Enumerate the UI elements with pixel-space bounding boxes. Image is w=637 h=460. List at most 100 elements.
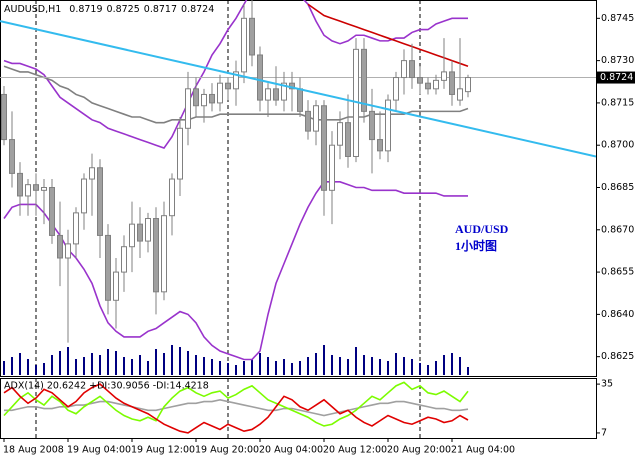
candle-body [433, 79, 439, 90]
ohlc-low: 0.8717 [144, 4, 177, 15]
candle-body [233, 71, 239, 90]
x-tick-label: 20 Aug 12:00 [323, 445, 387, 456]
candle-body [249, 17, 255, 56]
candle-body [185, 88, 191, 129]
y-tick-label: 0.8655 [601, 267, 634, 278]
y-tick-label: 0.8715 [601, 97, 634, 108]
candle-body [257, 54, 263, 101]
candle-body [105, 234, 111, 301]
candle-body [441, 71, 447, 81]
candle-body [113, 271, 119, 301]
adx-line [3, 383, 469, 434]
candle-body [201, 93, 207, 107]
candle-body [337, 122, 343, 146]
candle-body [305, 110, 311, 132]
candle-body [41, 187, 47, 191]
candle-body [457, 88, 463, 101]
current-price-label: 0.8724 [600, 72, 633, 83]
adx-area [3, 378, 469, 438]
chart-title: AUDUSD,H1 0.8719 0.8725 0.8717 0.8724 [4, 4, 214, 15]
candle-body [193, 88, 199, 107]
candle-body [33, 184, 39, 191]
candle-body [177, 127, 183, 180]
candle-body [161, 215, 167, 293]
candle-body [321, 105, 327, 191]
candle-body [9, 139, 15, 174]
ohlc-open: 0.8719 [69, 4, 102, 15]
y-tick-label: 0.8700 [601, 140, 634, 151]
candle-body [265, 88, 271, 101]
candle-body [97, 167, 103, 236]
x-tick-label: 19 Aug 12:00 [131, 445, 195, 456]
candle-body [89, 167, 95, 180]
x-tick-label: 20 Aug 20:00 [387, 445, 451, 456]
candle-body [81, 178, 87, 214]
x-tick-label: 19 Aug 04:00 [67, 445, 131, 456]
candle-body [465, 77, 471, 93]
candle-body [401, 60, 407, 79]
candle-body [273, 88, 279, 101]
y-tick-label: 0.8730 [601, 55, 634, 66]
indicator-line [3, 181, 468, 361]
adx-line [4, 398, 469, 417]
x-tick-label: 21 Aug 04:00 [451, 445, 515, 456]
x-tick-label: 18 Aug 2008 [3, 445, 64, 456]
candle-body [225, 82, 231, 90]
x-tick-label: 19 Aug 20:00 [195, 445, 259, 456]
symbol: AUDUSD,H1 [4, 4, 61, 15]
candle-body [145, 218, 151, 242]
candle-body [121, 246, 127, 273]
candle-body [65, 243, 71, 259]
annotation: AUD/USD [455, 222, 509, 236]
candle-body [25, 184, 31, 197]
candle-body [153, 218, 159, 293]
candle-body [297, 88, 303, 112]
indicator-line [307, 3, 469, 68]
candle-body [361, 48, 367, 112]
y-tick-label: 0.8685 [601, 182, 634, 193]
y-tick-label: 0.8745 [601, 13, 634, 24]
candle-body [1, 93, 7, 141]
y-tick-label: 0.8670 [601, 224, 634, 235]
trendline [0, 20, 596, 158]
candle-body [369, 110, 375, 141]
candle-body [73, 212, 79, 245]
candle-body [281, 82, 287, 101]
candle-body [137, 223, 143, 242]
candle-body [17, 172, 23, 197]
candle-body [241, 17, 247, 73]
candle-body [425, 82, 431, 90]
adx-panel [0, 378, 597, 439]
ohlc-close: 0.8724 [181, 4, 214, 15]
candle-body [313, 105, 319, 132]
candle-body [129, 223, 135, 248]
candle-body [449, 71, 455, 95]
candle-body [377, 139, 383, 152]
candle-body [329, 144, 335, 191]
annotation: 1小时图 [455, 238, 497, 253]
candle-body [169, 178, 175, 217]
candle-body [409, 60, 415, 79]
current-price-box [597, 71, 635, 84]
candle-body [417, 77, 423, 84]
candle-body [345, 122, 351, 157]
candle-body [49, 187, 55, 236]
candle-body [209, 93, 215, 104]
main-panel [0, 0, 597, 377]
candle-body [385, 99, 391, 152]
candle-body [393, 77, 399, 101]
x-tick-label: 20 Aug 04:00 [259, 445, 323, 456]
price-area [0, 0, 596, 376]
adx-y-tick-label: 7 [601, 427, 607, 438]
adx-y-tick-label: 35 [601, 379, 613, 390]
candle-body [217, 82, 223, 104]
axes: 0.8745 0.8730 0.8715 0.8700 0.8685 0.8670 0.86… [3, 4, 635, 456]
y-tick-label: 0.8640 [601, 309, 634, 320]
indicator-line [3, 0, 468, 149]
adx-line [3, 381, 469, 427]
adx-title: ADX(14) 20.6242 +DI:30.9056 -DI:14.4218 [4, 381, 209, 392]
y-tick-label: 0.8625 [601, 351, 634, 362]
ohlc-high: 0.8725 [107, 4, 140, 15]
